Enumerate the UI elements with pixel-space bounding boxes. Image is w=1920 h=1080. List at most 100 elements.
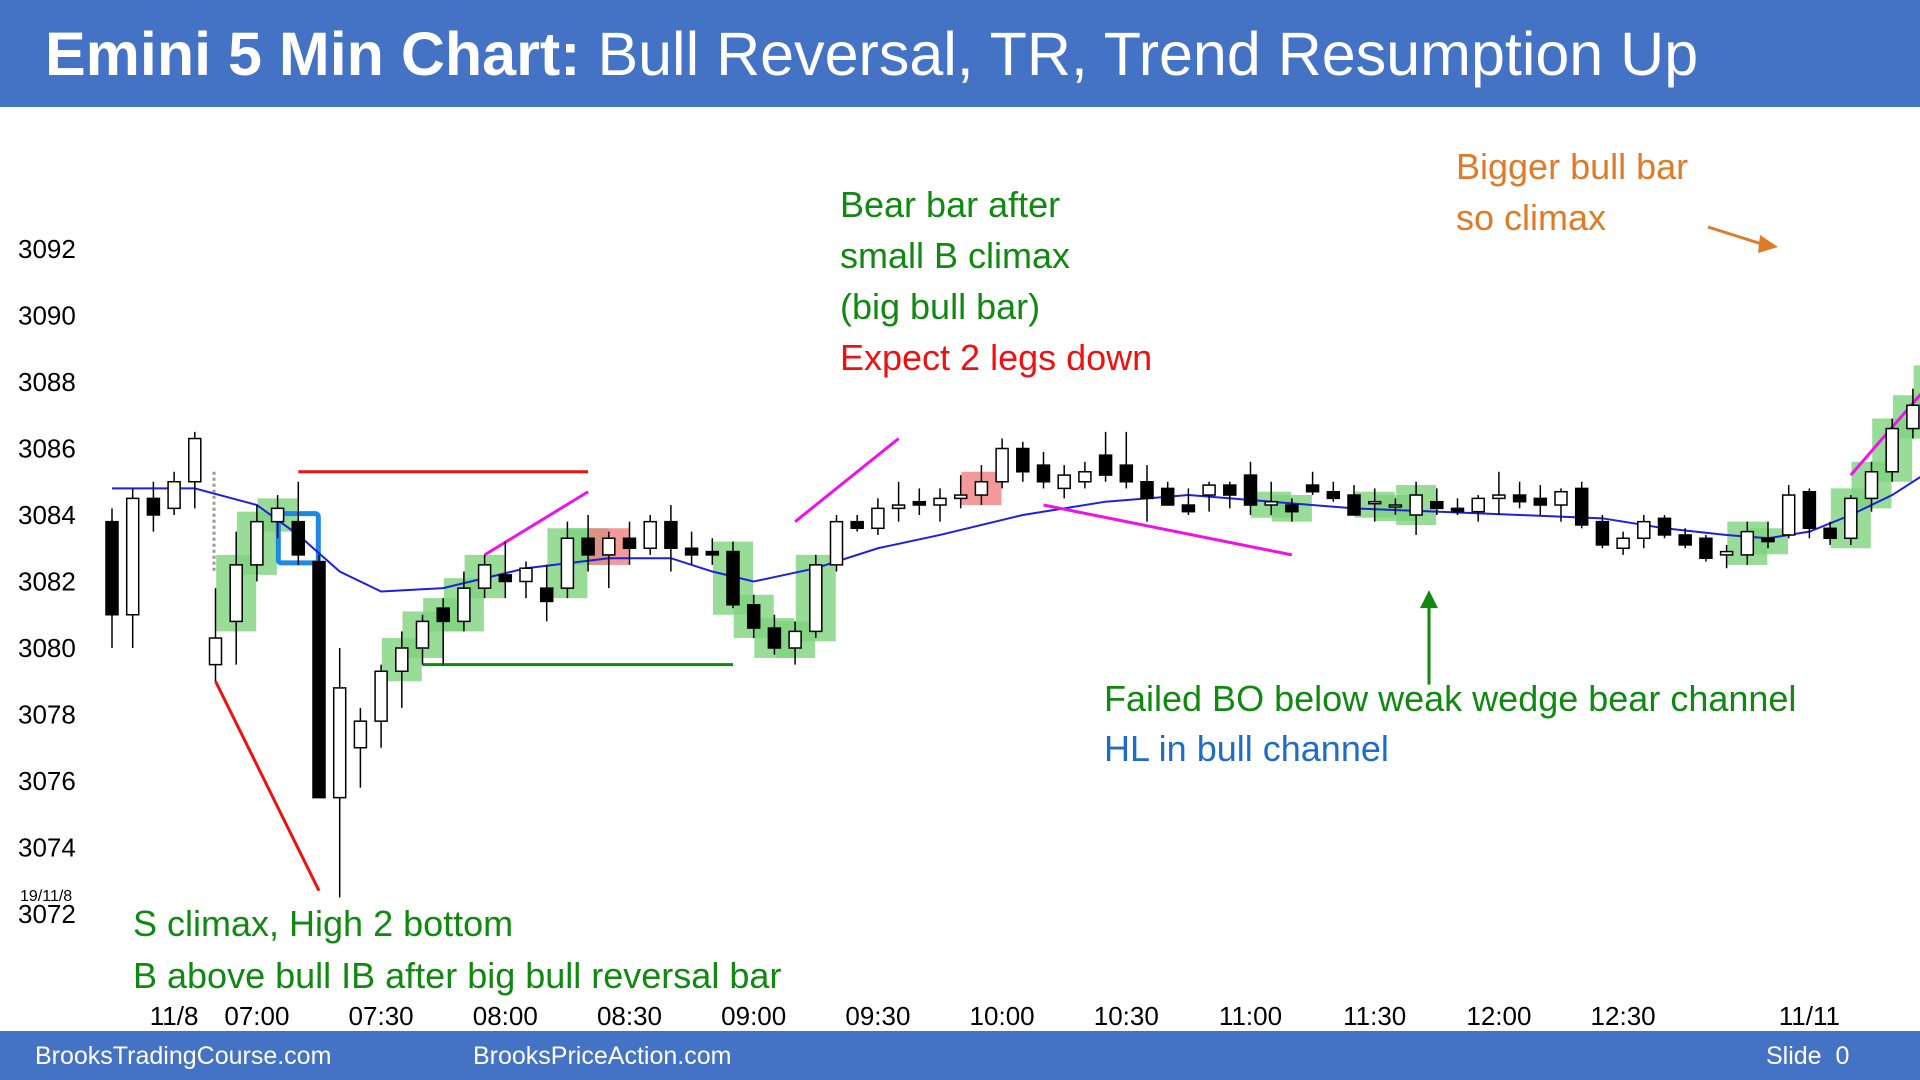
bear-candle: [291, 520, 306, 556]
bear-candle: [1223, 484, 1237, 496]
footer-bar: BrooksTradingCourse.com BrooksPriceActio…: [0, 1031, 1920, 1080]
bull-candle: [415, 620, 430, 649]
bull-candle: [788, 630, 802, 649]
x-tick-label: 11/8: [150, 1001, 199, 1031]
bear-candle: [622, 537, 637, 549]
bear-candle: [1326, 490, 1341, 500]
footer-left-link[interactable]: BrooksTradingCourse.com: [35, 1042, 332, 1070]
magenta-trend-line: [1043, 503, 1293, 557]
annotation-text: small B climax: [840, 235, 1070, 276]
bull-candle: [1409, 494, 1423, 516]
bear-candle: [312, 560, 326, 799]
bull-candle: [1844, 497, 1858, 540]
bull-candle: [125, 497, 140, 616]
bull-candle: [188, 437, 202, 483]
ema-line: [112, 475, 1920, 593]
bear-candle: [1657, 517, 1672, 536]
y-tick-label: 3074: [18, 833, 76, 863]
bear-candle: [912, 500, 927, 506]
bull-candle: [229, 564, 243, 623]
bear-candle: [1160, 487, 1175, 506]
x-tick-label: 11:00: [1219, 1001, 1282, 1031]
bull-candle: [1906, 404, 1920, 430]
page-title: Emini 5 Min Chart: Bull Reversal, TR, Tr…: [45, 14, 1698, 94]
magenta-trend-line: [1849, 392, 1920, 477]
magenta-trend-line: [794, 437, 900, 523]
y-tick-label: 3080: [18, 633, 76, 663]
x-axis-ticks: 19/11/8 11/8 07:00 07:30 08:00 08:30 09:00 09:3…: [20, 888, 1840, 1031]
bull-candle: [891, 504, 906, 510]
annotation-text: HL in bull channel: [1104, 728, 1389, 769]
orange-arrowhead: [1758, 235, 1778, 253]
bear-candle: [1285, 504, 1299, 513]
bear-candle: [1140, 481, 1154, 500]
slide-label: Slide 0: [1766, 1042, 1850, 1070]
bear-candle: [105, 520, 119, 616]
bear-candle: [705, 550, 720, 556]
ema-20-line: [112, 475, 1920, 593]
bull-candle: [1471, 497, 1485, 513]
date-label: 19/11/8: [20, 888, 72, 905]
bull-candle: [829, 520, 844, 566]
bull-candle: [1616, 537, 1630, 549]
candlestick-chart: 3072 3074 3076 3078 3080 3082 3084 3086 3088 3090…: [18, 146, 1920, 1031]
bull-candle: [871, 507, 885, 530]
bull-candle: [933, 497, 947, 506]
y-tick-label: 3084: [18, 500, 76, 530]
bear-candle: [1036, 464, 1051, 483]
x-tick-label: 11:30: [1343, 1001, 1406, 1031]
x-tick-label: 12:30: [1591, 1001, 1656, 1031]
bull-candle: [1740, 530, 1755, 556]
bull-candle: [353, 720, 368, 749]
bear-candle: [539, 587, 554, 603]
annotations: Bear bar after small B climax (big bull ba…: [133, 146, 1796, 996]
bull-candle: [1864, 471, 1879, 500]
bear-candle: [684, 547, 699, 556]
bear-candle: [1574, 487, 1589, 526]
x-tick-label: 08:30: [597, 1001, 662, 1031]
arrows: [212, 225, 1778, 685]
bull-candle: [953, 494, 968, 500]
x-tick-label: 10:30: [1094, 1001, 1159, 1031]
bear-candle: [746, 604, 761, 629]
bear-candle: [1450, 507, 1465, 513]
bear-candle: [436, 607, 450, 623]
y-axis-ticks: 3072 3074 3076 3078 3080 3082 3084 3086 3088 3090…: [18, 234, 76, 929]
green-highlight-box: [1913, 365, 1920, 416]
annotation-text: Bear bar after: [840, 184, 1060, 225]
x-tick-label: 07:00: [224, 1001, 289, 1031]
bear-candle: [1181, 504, 1196, 513]
bull-candle: [332, 687, 347, 799]
candles: [105, 388, 1920, 898]
bear-candle: [1119, 464, 1134, 483]
bear-candle: [1699, 537, 1713, 559]
x-tick-label: 07:30: [349, 1001, 414, 1031]
bear-candle: [1823, 527, 1837, 540]
bear-candle: [1243, 474, 1258, 506]
bull-candle: [167, 481, 181, 510]
bull-candle: [995, 447, 1009, 483]
trend-lines: [214, 392, 1920, 892]
bull-candle: [809, 564, 823, 633]
magenta-trend-line: [483, 490, 589, 557]
bear-candle: [1761, 537, 1775, 543]
bear-candle: [726, 550, 740, 606]
bull-candle: [1885, 427, 1899, 473]
footer-middle-link[interactable]: BrooksPriceAction.com: [473, 1042, 732, 1070]
green-arrowhead: [1420, 590, 1438, 609]
bull-candle: [1367, 500, 1382, 505]
bull-candle: [395, 647, 409, 673]
highlight-boxes: [216, 365, 1920, 682]
bull-candle: [519, 567, 533, 583]
bull-candle: [1264, 500, 1278, 506]
red-trend-line: [214, 680, 321, 892]
bear-candle: [1678, 534, 1692, 546]
bear-candle: [664, 520, 678, 549]
bear-candle: [498, 574, 513, 583]
bear-candle: [1430, 500, 1444, 510]
title-rest: Bull Reversal, TR, Trend Resumption Up: [597, 20, 1699, 88]
bull-candle: [1719, 550, 1734, 556]
bear-candle: [1305, 484, 1320, 493]
annotation-text: Failed BO below weak wedge bear channel: [1104, 678, 1796, 719]
bear-candle: [850, 520, 864, 530]
